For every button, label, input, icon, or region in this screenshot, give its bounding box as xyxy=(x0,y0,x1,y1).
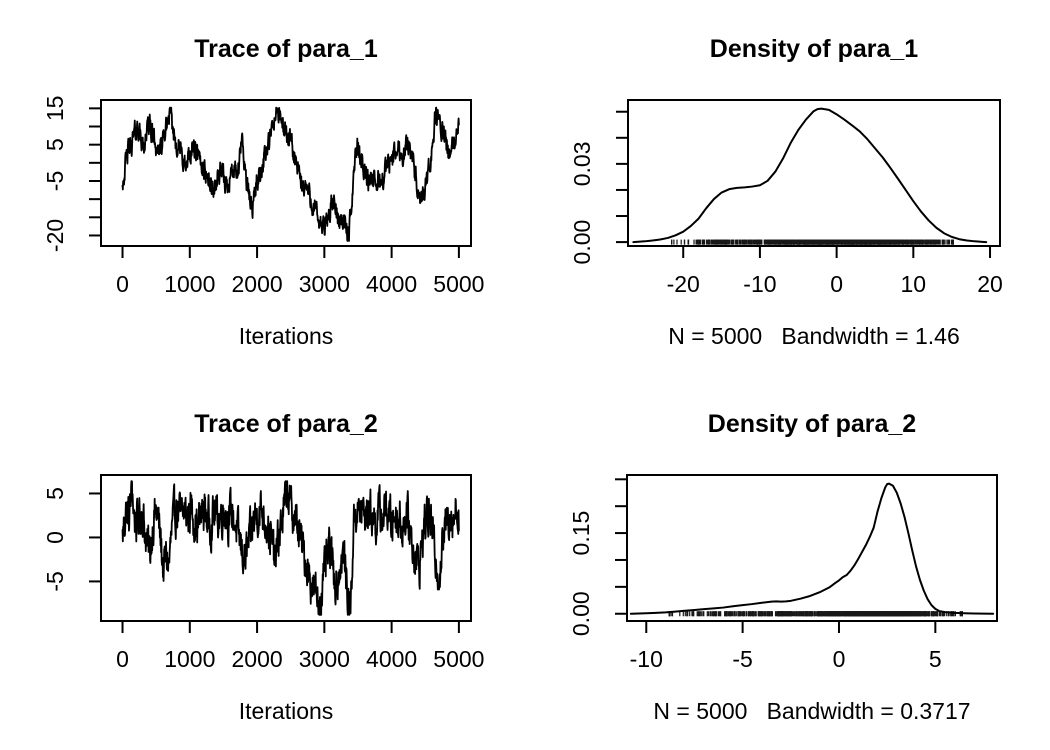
y-tick-label: 5 xyxy=(42,487,68,500)
y-tick-label: -5 xyxy=(42,171,68,191)
y-tick-label: -5 xyxy=(42,571,68,591)
plot-box xyxy=(100,99,472,247)
y-tick-label: 5 xyxy=(42,138,68,151)
panel-trace-para-1: Trace of para_1 0 1000 2000 3000 4000 5000 -20 -… xyxy=(0,0,525,375)
x-tick-label: -20 xyxy=(667,271,700,297)
x-tick-label: -10 xyxy=(743,271,776,297)
y-tick-label: 15 xyxy=(42,96,68,122)
plot-box xyxy=(100,474,472,622)
panel-density-para-2: Density of para_2 -10 -5 0 5 0.00 0.15 N = 5000… xyxy=(525,375,1050,750)
panel-title: Trace of para_1 xyxy=(194,35,378,63)
x-tick-label: 2000 xyxy=(231,271,282,297)
x-tick-label: 5000 xyxy=(433,646,484,672)
rug-marks xyxy=(671,239,954,245)
x-tick-label: 0 xyxy=(116,271,129,297)
x-tick-label: 0 xyxy=(833,646,846,672)
x-tick-label: 2000 xyxy=(231,646,282,672)
density-para-1-chart: Density of para_1 -20 -10 0 10 20 0.00 0.03 N = … xyxy=(569,35,1003,349)
x-tick-label: 0 xyxy=(116,646,129,672)
x-tick-label: 4000 xyxy=(366,646,417,672)
plot-box xyxy=(627,99,1001,247)
x-tick-label: 4000 xyxy=(366,271,417,297)
x-tick-label: 3000 xyxy=(299,646,350,672)
panel-trace-para-2: Trace of para_2 0 1000 2000 3000 4000 5000 -5 0 5… xyxy=(0,375,525,750)
x-tick-label: 5000 xyxy=(433,271,484,297)
density-para-2-chart: Density of para_2 -10 -5 0 5 0.00 0.15 N = 5000… xyxy=(568,410,998,724)
panel-title: Density of para_1 xyxy=(710,35,919,63)
y-tick-label: -20 xyxy=(42,219,68,252)
density-curve xyxy=(629,482,995,615)
trace-para-2-chart: Trace of para_2 0 1000 2000 3000 4000 5000 -5 0 5… xyxy=(42,410,484,724)
x-axis-label: Iterations xyxy=(239,323,334,349)
panel-title: Trace of para_2 xyxy=(194,410,377,438)
density-curve xyxy=(632,107,988,244)
rug-marks xyxy=(668,611,963,617)
footer-label: N = 5000 Bandwidth = 1.46 xyxy=(668,323,960,349)
x-tick-label: -10 xyxy=(630,646,663,672)
panel-title: Density of para_2 xyxy=(708,410,916,438)
x-tick-label: 1000 xyxy=(164,271,215,297)
x-tick-label: 10 xyxy=(901,271,927,297)
y-tick-label: 0.00 xyxy=(569,220,595,265)
trace-line xyxy=(121,106,460,242)
x-tick-label: 1000 xyxy=(164,646,215,672)
trace-para-1-chart: Trace of para_1 0 1000 2000 3000 4000 5000 -20 -… xyxy=(42,35,484,349)
x-tick-label: 5 xyxy=(929,646,942,672)
trace-line xyxy=(121,480,460,616)
y-tick-label: 0 xyxy=(42,531,68,544)
y-tick-label: 0.03 xyxy=(569,141,595,186)
x-tick-label: -5 xyxy=(732,646,752,672)
footer-label: N = 5000 Bandwidth = 0.3717 xyxy=(653,698,970,724)
x-tick-label: 0 xyxy=(830,271,843,297)
x-axis-label: Iterations xyxy=(239,698,334,724)
x-tick-label: 3000 xyxy=(299,271,350,297)
y-tick-label: 0.15 xyxy=(568,511,594,556)
y-tick-label: 0.00 xyxy=(568,591,594,636)
panel-density-para-1: Density of para_1 -20 -10 0 10 20 0.00 0.03 N = … xyxy=(525,0,1050,375)
x-tick-label: 20 xyxy=(977,271,1003,297)
plot-box xyxy=(626,474,998,622)
